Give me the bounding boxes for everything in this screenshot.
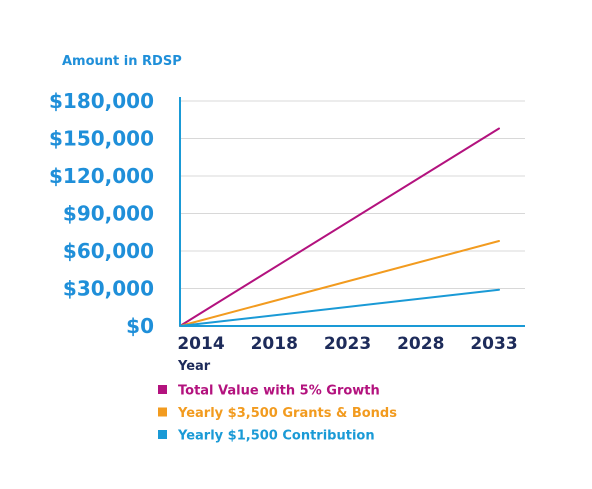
legend-label: Total Value with 5% Growth <box>178 384 380 399</box>
legend-swatch <box>158 385 167 394</box>
x-tick-labels: 2014 2018 2023 2028 2033 <box>177 334 517 354</box>
y-tick-label: $90,000 <box>63 202 154 226</box>
gridlines <box>180 100 525 289</box>
y-tick-label: $0 <box>126 314 154 338</box>
y-tick-labels: $180,000 $150,000 $120,000 $90,000 $60,000 $3… <box>49 89 154 338</box>
x-tick-label: 2014 <box>177 334 224 354</box>
series-line <box>179 288 500 327</box>
x-tick-label: 2023 <box>324 334 371 354</box>
legend-label: Yearly $3,500 Grants & Bonds <box>177 406 397 421</box>
series-line <box>179 127 500 327</box>
legend: Total Value with 5% Growth Yearly $3,500 … <box>158 384 397 444</box>
legend-label: Yearly $1,500 Contribution <box>177 429 375 444</box>
series-lines <box>179 127 500 327</box>
x-tick-label: 2028 <box>397 334 444 354</box>
series-line <box>179 240 500 327</box>
legend-swatch <box>158 407 167 417</box>
x-tick-label: 2018 <box>251 334 298 354</box>
y-tick-label: $30,000 <box>63 277 154 301</box>
y-tick-label: $150,000 <box>49 127 154 151</box>
y-tick-label: $60,000 <box>63 239 154 263</box>
y-axis-label: Amount in RDSP <box>62 54 182 69</box>
x-tick-label: 2033 <box>470 334 517 354</box>
x-axis-label: Year <box>177 359 211 374</box>
legend-swatch <box>158 430 167 439</box>
y-tick-label: $120,000 <box>49 164 154 188</box>
y-tick-label: $180,000 <box>49 89 154 113</box>
